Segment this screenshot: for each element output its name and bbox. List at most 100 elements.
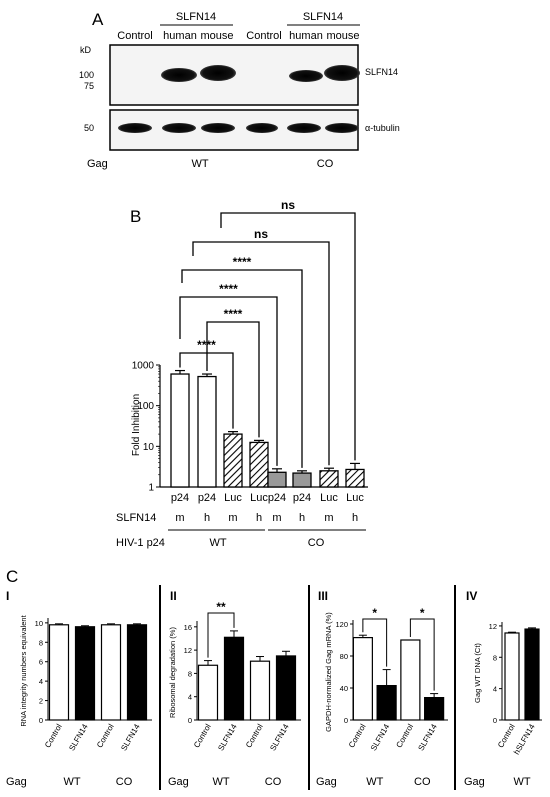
c-bar	[352, 636, 373, 721]
c-y-tick-label: 0	[493, 716, 497, 725]
gag-group-co: CO	[317, 158, 334, 170]
b-sig-bracket	[206, 321, 260, 438]
b-x-tick-label: p24	[171, 492, 189, 504]
c-bar	[524, 628, 540, 721]
c-bar	[100, 624, 122, 721]
b-sig-label: ****	[224, 307, 243, 321]
b-bar	[267, 471, 287, 488]
b-bar	[319, 470, 339, 488]
b-bar	[223, 433, 243, 488]
c-bar	[376, 684, 397, 721]
band	[289, 70, 323, 82]
panel-b: B Fold Inhibition SLFN14 HIV-1 p24 1 10 10…	[116, 198, 368, 549]
b-group-co: CO	[308, 537, 325, 549]
c-y-tick-label: 16	[184, 623, 192, 632]
b-y-tick-label: 10	[143, 442, 155, 453]
b-x-tick-label: Luc	[250, 492, 268, 504]
band	[246, 123, 278, 133]
c-x-tick-label: Control	[347, 722, 368, 749]
c-y-tick-label: 0	[188, 716, 192, 725]
c-x-tick-label: SLFN14	[119, 722, 142, 752]
panel-c-letter: C	[6, 567, 18, 586]
b-y-tick-label: 1000	[132, 361, 155, 372]
b-x-tick-label: Luc	[320, 492, 338, 504]
gag-label-a: Gag	[87, 158, 108, 170]
c-group-label: WT	[63, 776, 80, 788]
c-sig-bracket	[362, 618, 388, 667]
lane-header-slfn14-left: SLFN14	[176, 11, 216, 23]
c-group-label: CO	[265, 776, 282, 788]
c-x-tick-label: SLFN14	[268, 722, 291, 752]
b-ylabel: Fold Inhibition	[131, 394, 142, 456]
c-x-tick-label: Control	[394, 722, 415, 749]
marker-100: 100	[79, 70, 94, 80]
b-row1-value: h	[352, 512, 358, 524]
c-y-tick-label: 120	[335, 620, 348, 629]
c-bar	[275, 655, 297, 721]
band	[200, 65, 236, 81]
band	[162, 123, 196, 133]
b-bar	[292, 472, 312, 488]
c-group-label: WT	[366, 776, 383, 788]
band	[201, 123, 235, 133]
band	[118, 123, 152, 133]
c-gag-label: Gag	[168, 776, 189, 788]
c-y-tick-label: 4	[39, 677, 43, 686]
b-row1-value: h	[299, 512, 305, 524]
band	[287, 123, 321, 133]
b-y-tick-label: 100	[137, 401, 154, 412]
c-sig-label: *	[372, 606, 377, 620]
b-row1-value: m	[272, 512, 281, 524]
lane-label: human	[289, 30, 323, 42]
b-row2-label: HIV-1 p24	[116, 537, 165, 549]
c-bar	[223, 636, 245, 721]
b-sig-label: ns	[254, 227, 268, 241]
band-label-slfn14: SLFN14	[365, 67, 398, 77]
marker-50: 50	[84, 123, 94, 133]
b-bar	[170, 373, 190, 488]
c-y-tick-label: 10	[35, 619, 43, 628]
c-panel-label: IV	[466, 589, 477, 603]
b-row1-value: h	[204, 512, 210, 524]
kd-label: kD	[80, 45, 92, 55]
c-x-tick-label: SLFN14	[67, 722, 90, 752]
c-ylabel: GAPDH-normalized Gag mRNA (%)	[324, 612, 333, 732]
lane-label: human	[163, 30, 197, 42]
marker-75: 75	[84, 81, 94, 91]
b-bar	[345, 468, 365, 488]
b-sig-label: ns	[281, 198, 295, 212]
c-group-label: WT	[513, 776, 530, 788]
c-y-tick-label: 0	[344, 716, 348, 725]
c-sig-label: *	[420, 606, 425, 620]
c-ylabel: Ribosomal degradation (%)	[168, 627, 177, 718]
c-y-tick-label: 2	[39, 697, 43, 706]
c-group-label: CO	[116, 776, 133, 788]
b-row1-value: m	[228, 512, 237, 524]
c-panel-label: III	[318, 589, 328, 603]
c-y-tick-label: 4	[188, 693, 192, 702]
c-x-tick-label: SLFN14	[416, 722, 439, 752]
panel-c: C I RNA integrity numbers equivalent 0 2 4 6 8…	[6, 567, 542, 790]
c-y-tick-label: 0	[39, 716, 43, 725]
c-sig-bracket	[207, 612, 235, 658]
panel-a: A SLFN14 SLFN14 Control human mouse Cont…	[79, 10, 400, 170]
gag-group-wt: WT	[191, 158, 208, 170]
b-bar	[197, 375, 217, 488]
c-bar	[400, 639, 421, 721]
c-sig-label: **	[216, 600, 226, 614]
lane-label: Control	[246, 30, 281, 42]
c-panel-label: II	[170, 589, 177, 603]
c-x-tick-label: Control	[43, 722, 64, 749]
c-group-label: CO	[414, 776, 431, 788]
b-sig-bracket	[220, 212, 356, 461]
c-bar	[504, 632, 520, 721]
c-bar	[126, 624, 148, 721]
c-gag-label: Gag	[6, 776, 27, 788]
band	[325, 123, 359, 133]
c-x-tick-label: Control	[244, 722, 265, 749]
panel-b-letter: B	[130, 207, 141, 226]
b-x-tick-label: Luc	[224, 492, 242, 504]
c-ylabel: RNA integrity numbers equivalent	[19, 614, 28, 726]
c-gag-label: Gag	[464, 776, 485, 788]
c-y-tick-label: 40	[340, 684, 348, 693]
